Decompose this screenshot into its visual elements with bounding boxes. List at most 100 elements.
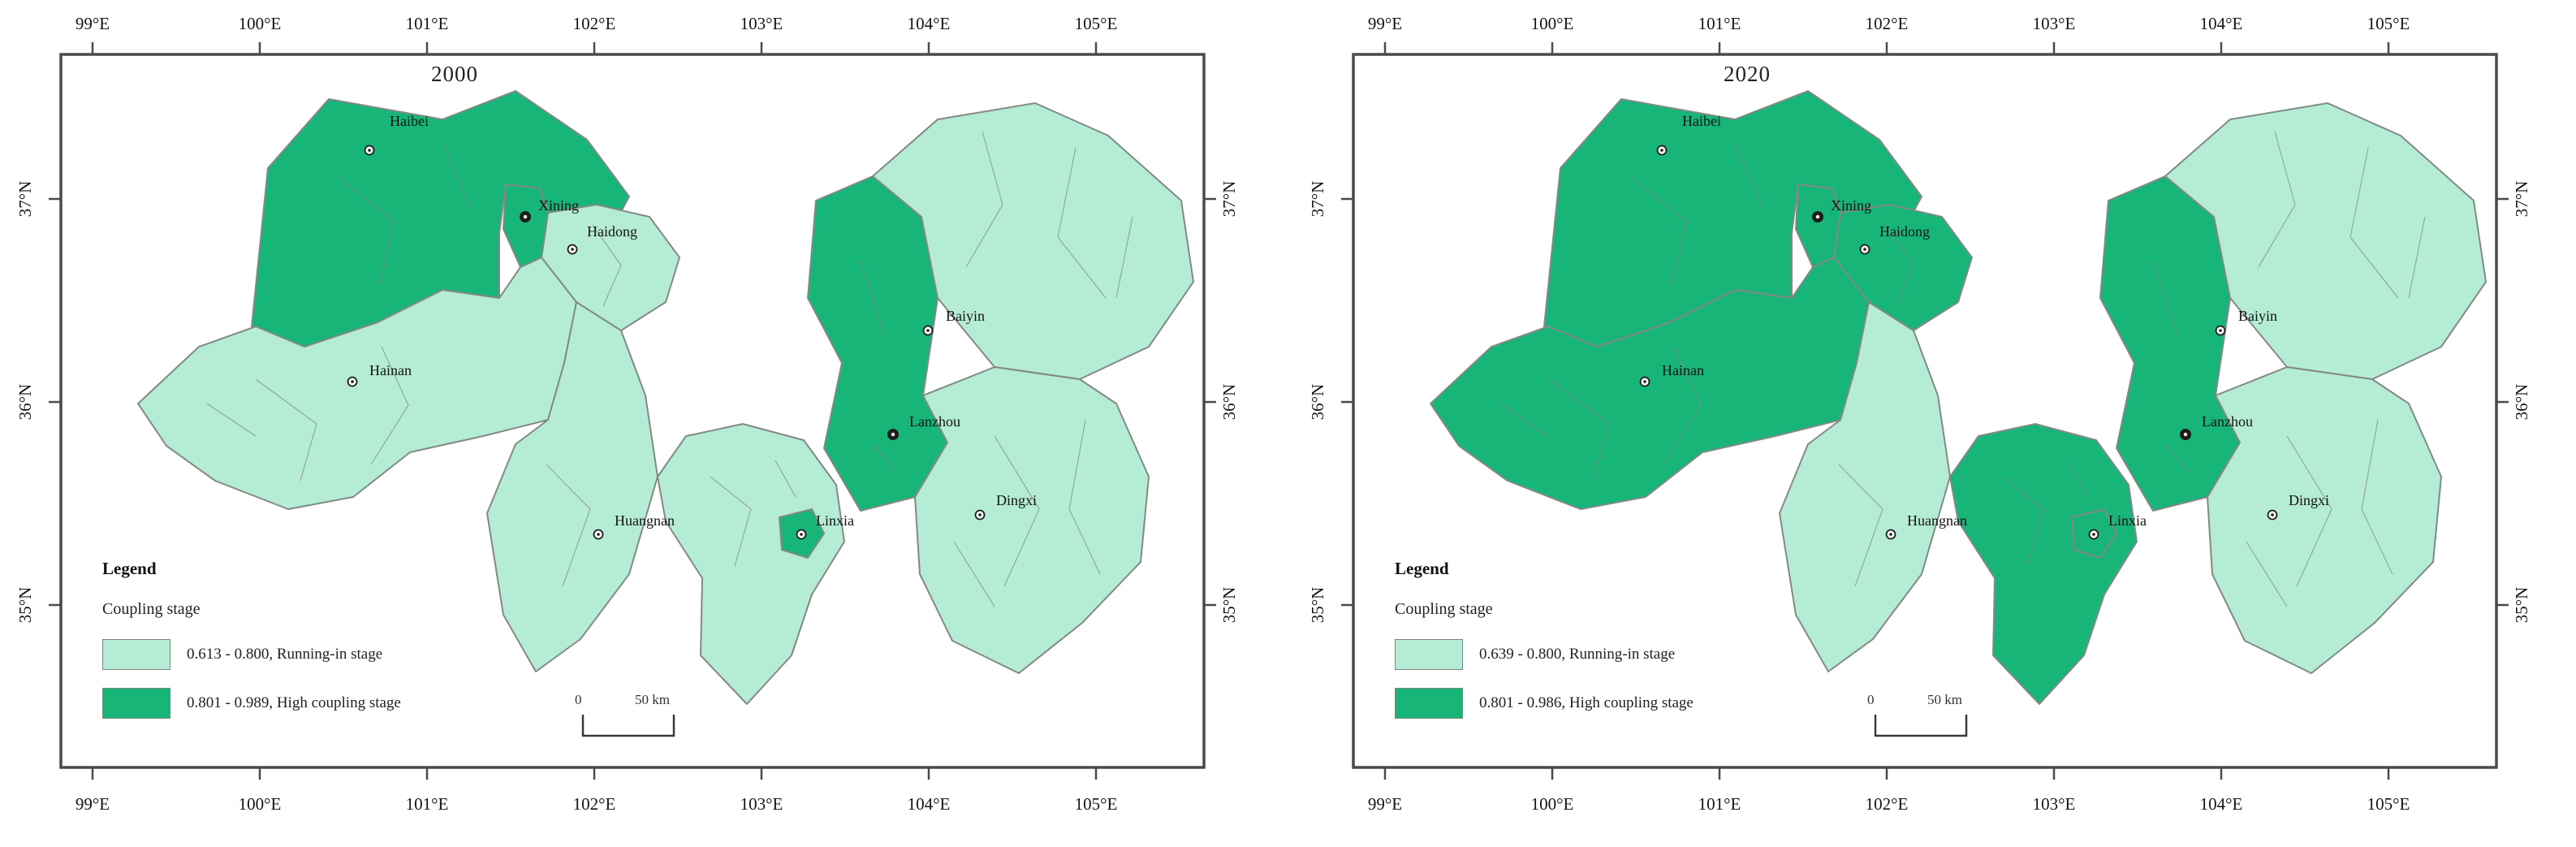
lon-axis-label-bottom: 100°E — [239, 794, 282, 814]
lat-axis-label-left: 35°N — [1308, 587, 1327, 624]
county-boundary-line — [1884, 224, 1914, 307]
city-marker-dot — [368, 149, 371, 152]
city-marker-dot — [926, 329, 930, 332]
county-boundary-line — [2152, 261, 2178, 335]
city-marker-dot — [800, 533, 803, 536]
scalebar-zero-label: 0 — [1867, 692, 1875, 707]
legend-row-high: 0.801 - 0.989, High coupling stage — [102, 687, 476, 720]
lon-axis-label-bottom: 102°E — [573, 794, 616, 814]
scalebar-zero-label: 0 — [575, 692, 582, 707]
city-label: Haibei — [1682, 113, 1721, 129]
legend-title: Legend — [102, 559, 157, 578]
capital-city-marker-dot — [523, 214, 528, 219]
legend-row-running: 0.639 - 0.800, Running-in stage — [1395, 638, 1768, 671]
lon-axis-label-bottom: 102°E — [1866, 794, 1909, 814]
county-boundary-line — [1838, 464, 1883, 587]
city-marker-dot — [1889, 533, 1892, 536]
county-boundary-line — [2164, 443, 2190, 473]
county-boundary-line — [2286, 435, 2332, 587]
city-marker-dot — [2092, 533, 2095, 536]
city-label: Baiyin — [946, 308, 985, 324]
region-baiyin — [872, 102, 1194, 380]
city-label: Hainan — [1662, 362, 1704, 378]
legend-item-label: 0.613 - 0.800, Running-in stage — [187, 646, 383, 663]
legend-subtitle: Coupling stage — [102, 600, 201, 618]
lat-axis-label-left: 37°N — [1308, 181, 1327, 218]
county-boundary-line — [872, 443, 898, 473]
map-title-2000: 2000 — [431, 62, 478, 86]
county-boundary-line — [1663, 346, 1702, 465]
county-boundary-line — [2067, 460, 2089, 498]
city-marker-dot — [351, 380, 354, 383]
city-marker-dot — [597, 533, 600, 536]
lon-axis-label-bottom: 101°E — [1698, 794, 1741, 814]
city-label: Baiyin — [2238, 308, 2277, 324]
city-marker-dot — [2219, 329, 2222, 332]
county-boundary-line — [2408, 216, 2426, 299]
lon-axis-label-top: 101°E — [1698, 14, 1741, 33]
county-boundary-line — [965, 131, 1003, 268]
county-boundary-line — [1499, 403, 1549, 437]
region-linxia — [657, 423, 845, 705]
lon-axis-label-top: 102°E — [1866, 14, 1909, 33]
map-frame — [1352, 53, 2498, 769]
lon-axis-label-top: 103°E — [740, 14, 783, 33]
county-boundary-line — [710, 476, 752, 567]
lon-axis-label-bottom: 99°E — [1368, 794, 1402, 814]
region-haidong — [541, 204, 680, 331]
lon-axis-label-bottom: 99°E — [76, 794, 110, 814]
city-marker-dot — [978, 513, 982, 516]
county-boundary-line — [775, 460, 796, 498]
lon-axis-label-bottom: 104°E — [908, 794, 951, 814]
region-dingxi — [914, 366, 1150, 674]
region-linxia — [1949, 423, 2138, 705]
lat-axis-label-right: 35°N — [1219, 587, 1239, 624]
lat-axis-label-left: 36°N — [1308, 384, 1327, 421]
region-dingxi — [2207, 366, 2442, 674]
county-boundary-line — [592, 224, 622, 307]
city-label: Lanzhou — [2202, 413, 2253, 430]
city-label: Haidong — [587, 223, 637, 240]
city-marker-dot — [1863, 248, 1866, 251]
lat-axis-label-right: 37°N — [2512, 181, 2531, 218]
region-haidong — [1833, 204, 1973, 331]
county-boundary-line — [2349, 147, 2399, 299]
county-boundary-line — [1734, 143, 1764, 210]
county-boundary-line — [442, 143, 472, 210]
lon-axis-label-bottom: 104°E — [2200, 794, 2243, 814]
legend-swatch-high — [102, 688, 170, 719]
lat-axis-label-right: 35°N — [2512, 587, 2531, 624]
city-label: Huangnan — [1907, 512, 1967, 529]
county-boundary-line — [994, 435, 1040, 587]
legend-swatch-running — [102, 639, 170, 670]
legend-row-high: 0.801 - 0.986, High coupling stage — [1395, 687, 1768, 720]
lon-axis-label-top: 100°E — [239, 14, 282, 33]
map-region-layer: Haibei Xining Haidong Hainan Baiyin Lanzhou Li… — [1430, 90, 2487, 705]
lat-axis-label-right: 36°N — [2512, 384, 2531, 421]
county-boundary-line — [546, 464, 591, 587]
legend-title: Legend — [1395, 559, 1449, 578]
map-frame — [59, 53, 1206, 769]
city-label: Linxia — [816, 512, 854, 529]
map-2000-svg: Haibei Xining Haidong Hainan Baiyin Lanzhou Li… — [15, 14, 1239, 814]
city-label: Xining — [1831, 197, 1871, 214]
county-boundary-line — [953, 541, 995, 607]
lon-axis-label-top: 103°E — [2033, 14, 2076, 33]
legend-item-label: 0.801 - 0.989, High coupling stage — [187, 694, 401, 711]
county-boundary-line — [1115, 216, 1133, 299]
county-boundary-line — [1068, 419, 1101, 575]
map-2020-svg: Haibei Xining Haidong Hainan Baiyin Lanzhou Li… — [1308, 14, 2531, 814]
map-region-layer: Haibei Xining Haidong Hainan Baiyin Lanzhou Li… — [137, 90, 1194, 705]
city-marker-dot — [1660, 149, 1663, 152]
lon-axis-label-top: 100°E — [1531, 14, 1574, 33]
county-boundary-line — [2246, 541, 2288, 607]
city-label: Dingxi — [2289, 492, 2329, 508]
county-boundary-line — [1547, 378, 1610, 482]
county-boundary-line — [1629, 175, 1687, 287]
legend-2020: Legend Coupling stage 0.639 - 0.800, Run… — [1395, 559, 1768, 736]
lon-axis-label-top: 102°E — [573, 14, 616, 33]
lon-axis-label-bottom: 103°E — [2033, 794, 2076, 814]
county-boundary-line — [2002, 476, 2044, 567]
legend-swatch-high — [1395, 688, 1463, 719]
capital-city-marker-dot — [2183, 432, 2188, 437]
